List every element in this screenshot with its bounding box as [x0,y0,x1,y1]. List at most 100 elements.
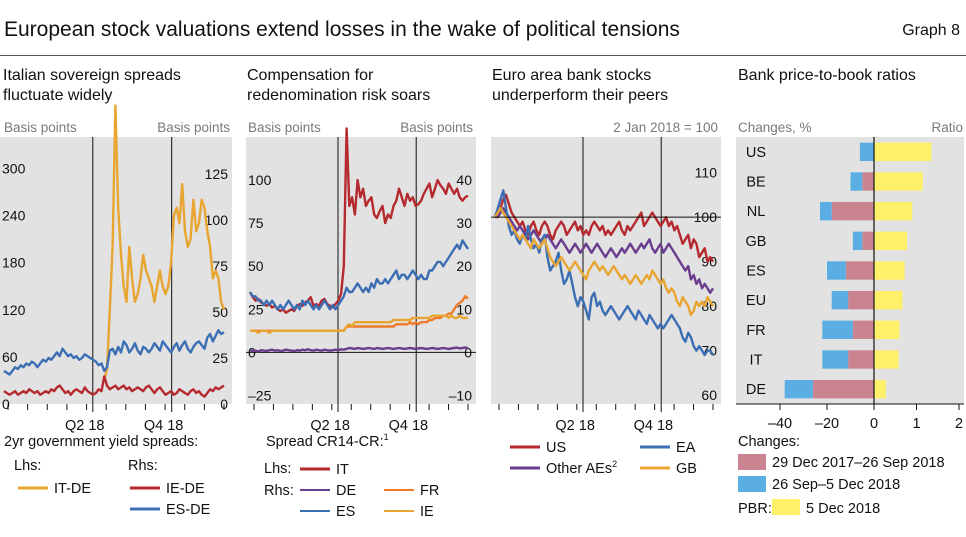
panel4-xtick-label: 0 [870,416,878,432]
panel2-ytick-left: 100 [248,172,272,188]
panel2-ytick-left: –25 [248,387,272,403]
panel1-title-box: Italian sovereign spreads fluctuate wide… [3,67,181,104]
panel4-title-box: Bank price-to-book ratios [738,67,916,84]
panel1-series-es-de [3,329,225,376]
panel4-xtick-label: 2 [955,416,963,432]
bar-change-q4-it [822,350,849,369]
panel2-series-ie [250,314,468,335]
panel4-category-label: ES [746,264,765,280]
bar-change-q4-eu [831,290,849,310]
panel4-right-axis-caption: Ratio [931,120,963,135]
panel3-ytick-right: 60 [701,387,717,403]
panel1-ytick-left: 180 [2,255,26,271]
bar-pbr-fr [874,320,900,340]
bar-change-q4-gb [852,231,863,251]
panel1-ytick-left: 300 [2,160,26,176]
panel4-xtick-label: –40 [768,416,792,432]
legend-swatch-changes-2 [738,476,766,492]
panel1-title: Italian sovereign spreads fluctuate wide… [3,67,181,104]
panel3-series-ea [493,189,715,357]
panel3-series-gb [493,207,715,317]
legend-label-de: DE [336,483,356,499]
legend-label-gb: GB [676,461,697,477]
legend-label-ie: IE [420,504,434,520]
bar-pbr-us [874,142,932,162]
panel1-ytick-left: 0 [2,396,10,412]
panel2-ytick-right: 40 [456,172,472,188]
bar-change-2018-de [812,379,874,399]
panel4-category-label: GB [746,234,767,250]
panel4-category-label: DE [746,382,766,398]
bar-change-2018-nl [831,201,874,221]
panel2-ytick-left: 50 [248,258,264,274]
graph-number: Graph 8 [902,22,960,39]
panel2-ytick-right: 20 [456,258,472,274]
panel2-left-axis-caption: Basis points [248,120,321,135]
panel2-legend-heading: Spread CR14-CR:1 [266,432,389,450]
panel2-xtick-label: Q2 18 [310,418,350,434]
panel2-ytick-left: 25 [248,301,264,317]
bar-change-2018-fr [852,320,874,340]
legend-label-pbr: 5 Dec 2018 [806,501,880,517]
bar-pbr-de [874,379,886,399]
bar-pbr-it [874,350,899,369]
panel3-ytick-right: 90 [701,254,717,270]
panel1-ytick-right: 100 [205,212,229,228]
legend-label-fr: FR [420,483,439,499]
legend-label-ie-de: IE-DE [166,481,205,497]
panel1-legend-rhs: Rhs: [128,458,158,474]
panel4-xtick-label: –20 [815,416,839,432]
legend-label-other-aes: Other AEs2 [546,459,617,477]
panel4-left-axis-caption: Changes, % [738,120,812,135]
legend-label-changes-2: 26 Sep–5 Dec 2018 [772,477,900,493]
legend-label-ea: EA [676,440,696,456]
panel4-legend-heading: Changes: [738,434,800,450]
panel2-xtick-label: Q4 18 [389,418,429,434]
panel3-xtick-label: Q2 18 [555,418,595,434]
legend-label-it: IT [336,462,349,478]
title-rule [0,55,966,56]
panel4-category-label: US [746,145,766,161]
panel2-ytick-right: 30 [456,215,472,231]
panel1-xtick-label: Q4 18 [144,418,184,434]
panel2-series-it [248,127,469,314]
panel3-series-other-aes [495,207,715,294]
legend-swatch-pbr [772,499,800,515]
panel3-title: Euro area bank stocks underperform their… [492,67,669,104]
bar-change-q4-es [827,261,846,280]
panel1-legend-lhs: Lhs: [14,458,41,474]
bar-change-q4-us [859,142,874,162]
panel4-category-label: EU [746,293,766,309]
bar-change-2018-eu [848,290,874,310]
panel1-ytick-left: 240 [2,208,26,224]
panel1-ytick-right: 125 [205,166,229,182]
panel1-ytick-left: 120 [2,302,26,318]
bar-pbr-be [874,172,923,191]
panel3-series-us [493,193,715,263]
bar-change-q4-de [784,379,813,399]
panel2-plot-bg [246,137,476,404]
panel2-ytick-left: 75 [248,215,264,231]
panel1-left-axis-caption: Basis points [4,120,77,135]
bar-change-2018-gb [862,231,874,251]
bar-change-q4-fr [822,320,853,340]
bar-pbr-nl [874,201,913,221]
legend-label-es: ES [336,504,355,520]
legend-swatch-changes-1 [738,454,766,470]
panel4-title: Bank price-to-book ratios [738,67,916,84]
bar-change-q4-be [850,172,863,191]
panel1-plot-bg [0,137,232,404]
panel3-ytick-right: 110 [695,165,718,181]
panel3-xtick-label: Q4 18 [634,418,674,434]
bar-change-q4-nl [819,201,832,221]
legend-label-es-de: ES-DE [166,502,211,518]
panel1-xtick-label: Q2 18 [65,418,105,434]
panel2-title: Compensation for redenomination risk soa… [247,67,431,104]
panel4-category-label: NL [747,204,766,220]
panel2-series-es [248,239,470,311]
panel4-category-label: BE [746,175,766,191]
